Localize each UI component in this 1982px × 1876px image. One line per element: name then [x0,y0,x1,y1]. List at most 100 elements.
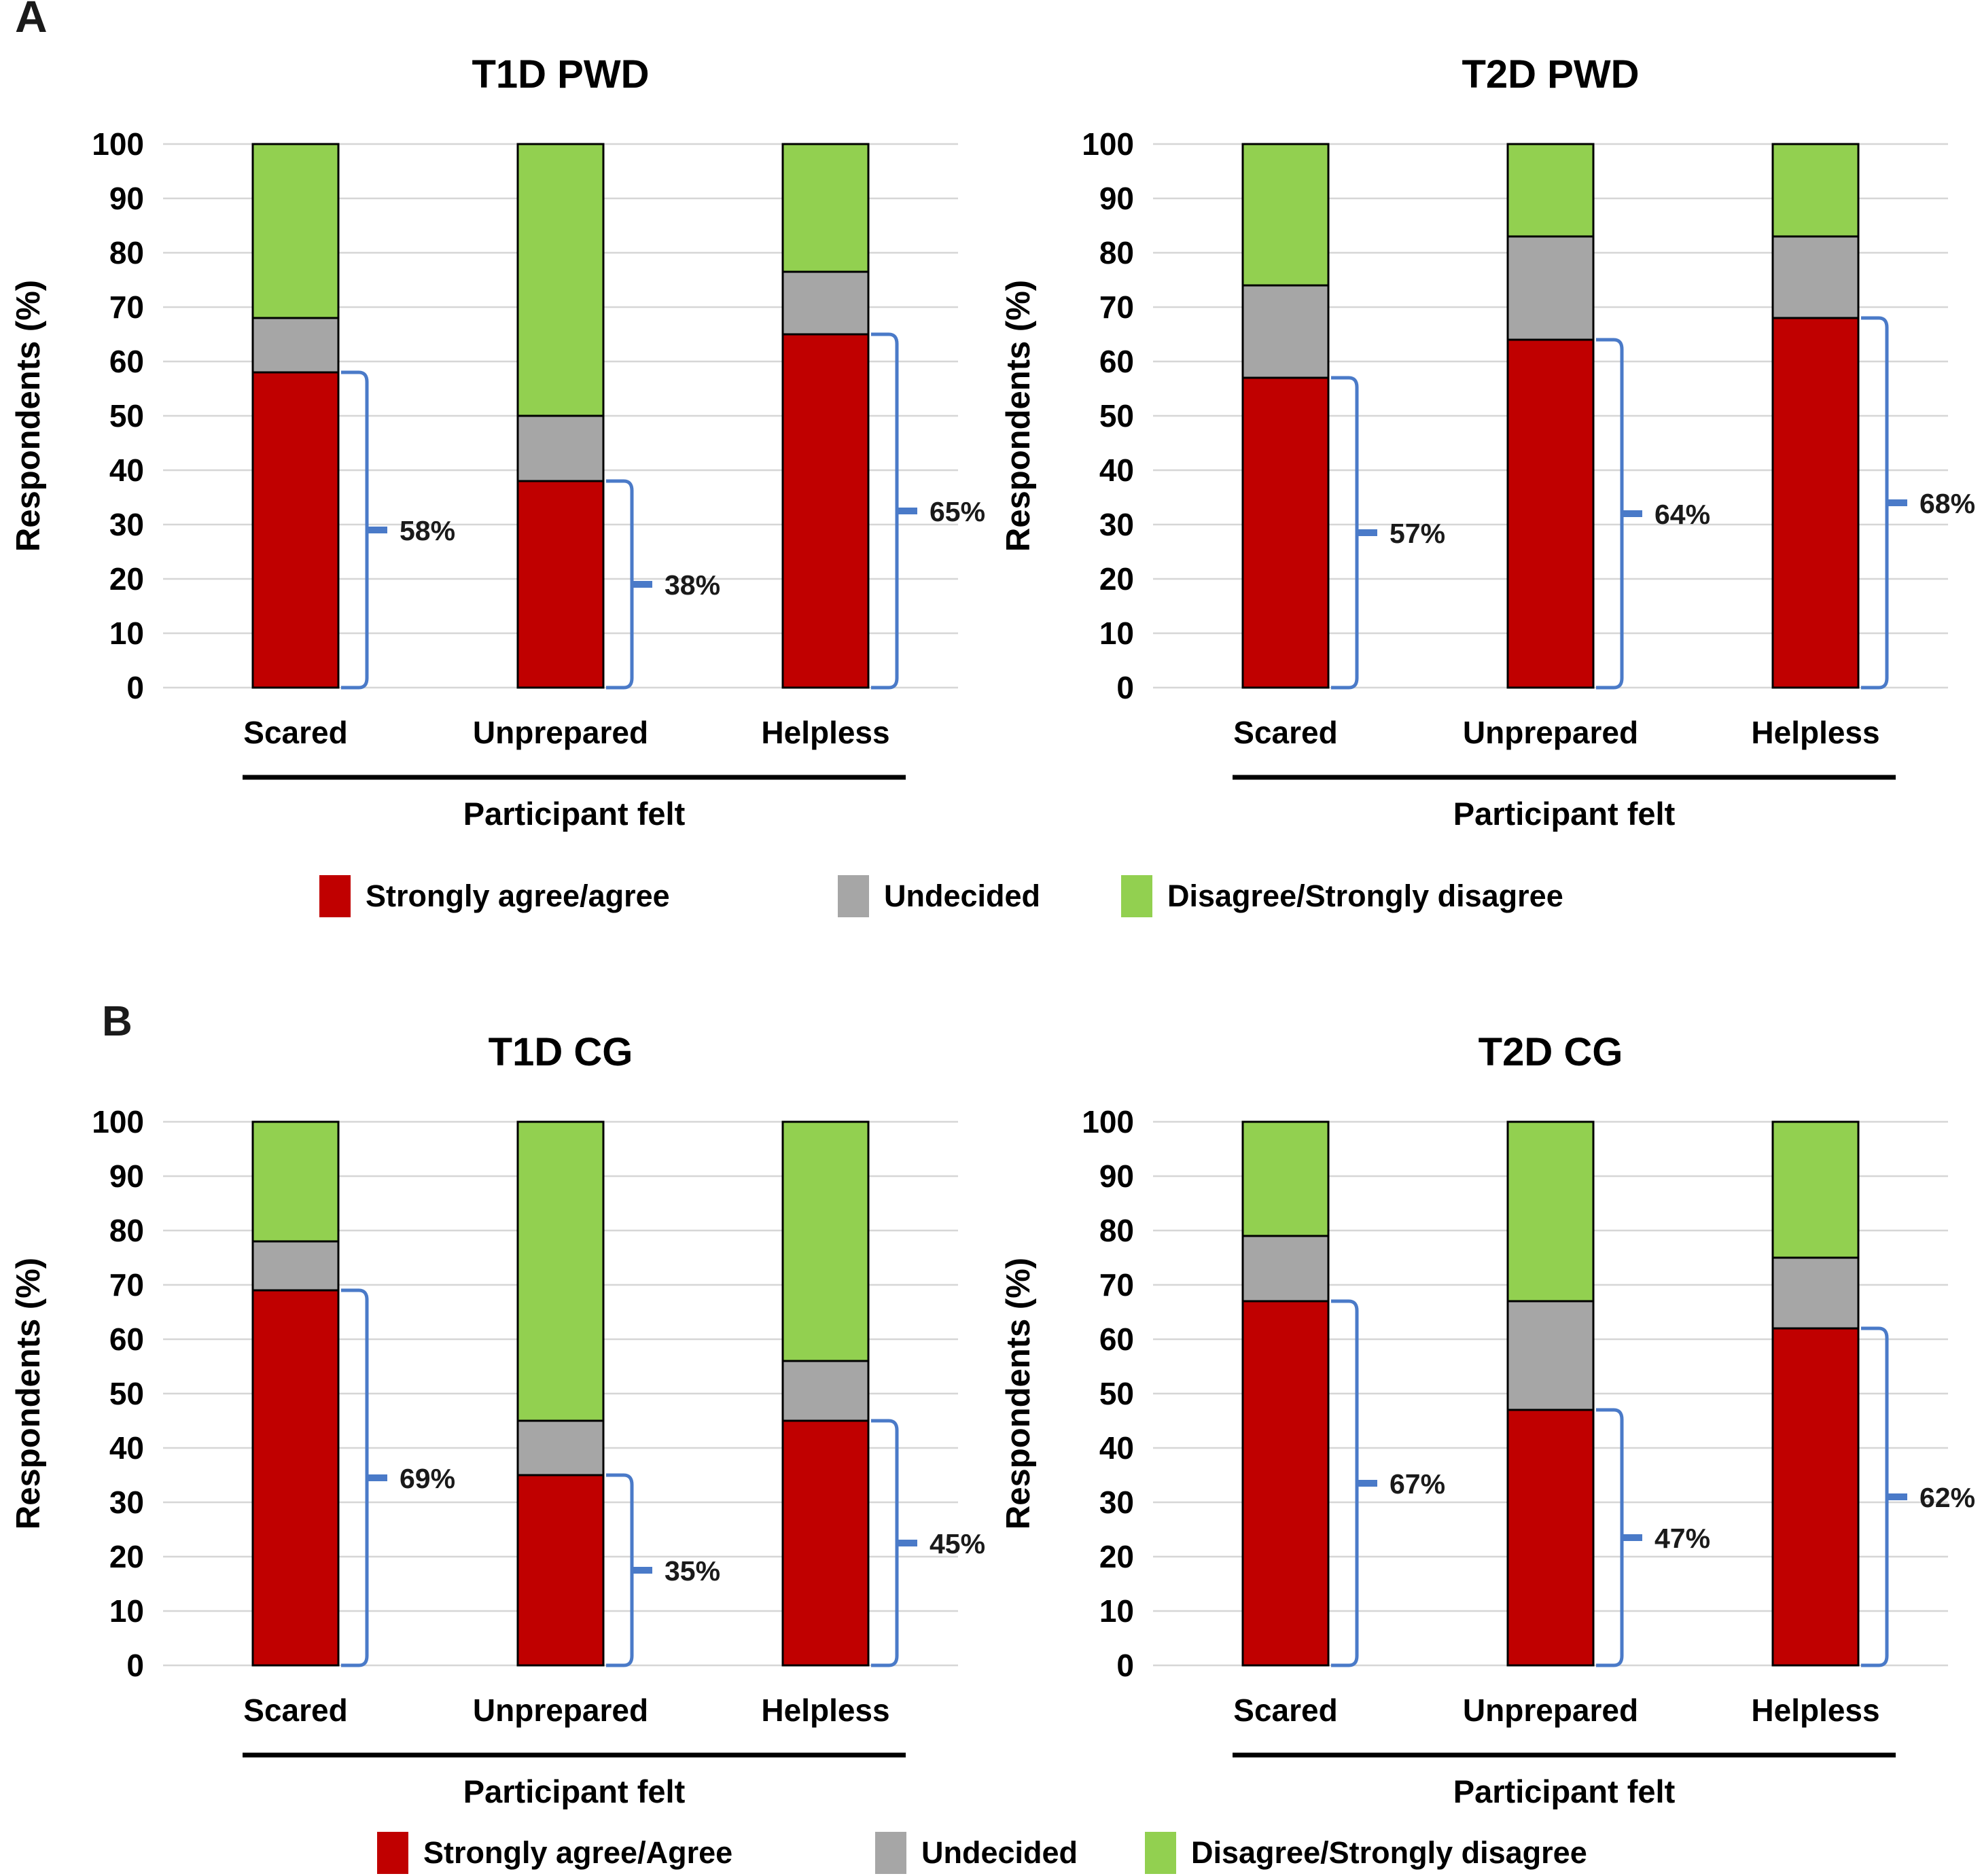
y-tick-label: 80 [1099,1213,1134,1248]
category-label: Helpless [1751,715,1879,750]
category-label: Helpless [761,715,889,750]
y-axis-title: Respondents (%) [1000,280,1037,552]
y-tick-label: 50 [1099,398,1134,433]
legend-label-agree: Strongly agree/agree [366,879,670,913]
bar-segment [1506,143,1595,238]
bar-segment [251,371,340,689]
bar-segment [781,1120,870,1362]
category-label: Unprepared [1463,1693,1638,1728]
bar-segment [1506,235,1595,341]
bar-segment [1771,1327,1860,1667]
bar-segment [251,317,340,374]
y-tick-label: 70 [1099,289,1134,325]
bar-segment [516,480,605,689]
category-label: Scared [243,1693,347,1728]
y-axis-title: Respondents (%) [10,280,47,552]
category-label: Scared [1233,715,1337,750]
bracket-percentage-label: 68% [1919,488,1975,519]
y-tick-label: 10 [109,616,144,651]
y-tick-label: 100 [1082,1104,1134,1139]
chart-title: T2D CG [1479,1030,1623,1074]
y-tick-label: 60 [1099,1322,1134,1357]
y-tick-label: 80 [109,235,144,270]
legend-label-agree: Strongly agree/Agree [423,1835,733,1870]
y-tick-label: 100 [1082,126,1134,162]
y-tick-label: 20 [1099,561,1134,597]
bar-segment [251,143,340,319]
bar-segment [1506,338,1595,689]
y-tick-label: 40 [109,453,144,488]
legend-swatch-agree [319,875,351,917]
legend-panel-a: Strongly agree/agree Undecided Disagree/… [0,875,1982,930]
legend-item-disagree: Disagree/Strongly disagree [1145,1832,1587,1874]
category-label: Unprepared [473,715,648,750]
y-tick-label: 60 [109,1322,144,1357]
x-axis-title: Participant felt [463,796,686,832]
bar-segment [781,1419,870,1667]
bracket [871,1419,899,1667]
bar-segment [1506,1120,1595,1303]
bracket [1861,316,1889,690]
y-tick-label: 90 [1099,181,1134,216]
bar-segment [1771,235,1860,319]
bracket [1861,1326,1889,1667]
y-tick-label: 80 [109,1213,144,1248]
bar-segment [1771,1120,1860,1259]
y-tick-label: 70 [109,1267,144,1303]
legend-swatch-undecided [838,875,869,917]
y-axis-title: Respondents (%) [1000,1258,1037,1529]
legend-swatch-disagree [1145,1832,1176,1874]
bar-segment [516,1419,605,1476]
x-axis-title: Participant felt [463,1773,686,1809]
bracket [606,1473,634,1667]
legend-label-undecided: Undecided [921,1835,1078,1870]
y-tick-label: 30 [1099,1485,1134,1520]
x-axis-title: Participant felt [1453,1773,1676,1809]
bar-segment [1506,1409,1595,1667]
y-tick-label: 0 [126,1648,144,1683]
legend-swatch-agree [377,1832,408,1874]
y-tick-label: 10 [1099,616,1134,651]
y-tick-label: 60 [109,344,144,379]
bracket-percentage-label: 62% [1919,1482,1975,1513]
y-tick-label: 40 [1099,453,1134,488]
bar-segment [1241,284,1330,379]
panel-b-label: B [102,998,132,1045]
y-tick-label: 90 [109,181,144,216]
legend-item-agree: Strongly agree/Agree [377,1832,732,1874]
category-label: Helpless [761,1693,889,1728]
stacked-bar-chart-svg: 0 10 20 30 40 50 60 70 80 90 100 Respondents (%) T2D… [1000,1030,1975,1809]
bar-segment [251,1240,340,1292]
bar-segment [1771,143,1860,238]
y-axis-title: Respondents (%) [10,1258,47,1529]
legend-item-agree: Strongly agree/agree [319,875,670,917]
bracket [871,332,899,690]
bar-segment [251,1120,340,1243]
bracket-percentage-label: 57% [1390,518,1445,549]
legend-label-undecided: Undecided [884,879,1041,913]
bar-segment [781,270,870,336]
bar-segment [1241,376,1330,689]
y-tick-label: 0 [1116,670,1134,705]
bracket-percentage-label: 38% [665,569,720,601]
bar-segment [1506,1300,1595,1411]
chart-t1d-cg: 0 10 20 30 40 50 60 70 80 90 100 Respondents (%) T1D… [0,983,992,1825]
y-tick-label: 90 [109,1158,144,1194]
y-tick-label: 90 [1099,1158,1134,1194]
y-tick-label: 50 [109,1376,144,1411]
y-tick-label: 10 [1099,1593,1134,1629]
bar-segment [516,1120,605,1422]
y-tick-label: 60 [1099,344,1134,379]
y-tick-label: 30 [109,507,144,542]
bar-segment [1771,317,1860,689]
stacked-bar-chart-svg: 0 10 20 30 40 50 60 70 80 90 100 Respondents (%) T1D… [10,52,985,832]
bar-segment [516,143,605,417]
category-label: Unprepared [1463,715,1638,750]
legend-item-disagree: Disagree/Strongly disagree [1121,875,1563,917]
x-axis-title: Participant felt [1453,796,1676,832]
bar-segment [1241,1235,1330,1303]
y-tick-label: 70 [1099,1267,1134,1303]
chart-t1d-pwd: 0 10 20 30 40 50 60 70 80 90 100 Respondents (%) T1D… [0,5,992,847]
legend-label-disagree: Disagree/Strongly disagree [1191,1835,1587,1870]
category-label: Unprepared [473,1693,648,1728]
